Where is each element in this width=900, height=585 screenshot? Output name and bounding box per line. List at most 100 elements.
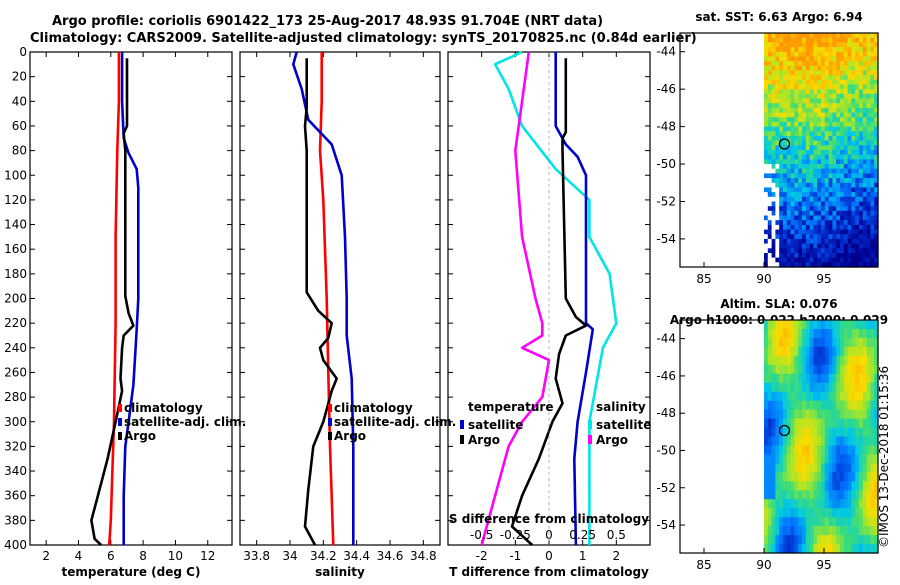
map-cell xyxy=(790,37,795,43)
map-cell xyxy=(775,481,780,491)
map-cell xyxy=(817,364,822,375)
map-cell xyxy=(771,229,776,235)
map-cell xyxy=(790,481,795,491)
map-cell xyxy=(859,337,864,348)
map-cell xyxy=(783,37,788,43)
map-cell xyxy=(847,131,852,137)
map-cell xyxy=(798,262,803,268)
map-cell xyxy=(862,400,868,411)
map-cell xyxy=(767,131,773,137)
map-cell xyxy=(764,103,769,109)
map-cell xyxy=(874,499,879,509)
map-cell xyxy=(767,79,773,86)
map-cell xyxy=(779,253,784,259)
map-cell xyxy=(866,257,871,263)
map-cell xyxy=(798,164,803,170)
map-cell xyxy=(855,481,860,491)
map-cell xyxy=(866,253,871,259)
map-cell xyxy=(821,140,826,146)
map-cell xyxy=(794,51,799,57)
map-cell xyxy=(809,409,814,420)
map-cell xyxy=(855,436,860,447)
legend-label: satellite-adj. clim. xyxy=(124,415,246,429)
map-cell xyxy=(851,382,856,393)
map-cell xyxy=(817,136,822,142)
map-cell xyxy=(802,364,807,375)
map-cell xyxy=(786,238,792,245)
map-cell xyxy=(855,150,860,156)
map-cell xyxy=(870,391,875,402)
map-cell xyxy=(870,253,875,259)
map-cell xyxy=(817,248,822,254)
map-cell xyxy=(779,89,784,95)
map-cell xyxy=(866,210,871,217)
map-cell xyxy=(874,93,879,100)
map-cell xyxy=(764,346,769,357)
map-cell xyxy=(824,182,830,189)
map-cell xyxy=(775,337,780,348)
map-cell xyxy=(771,103,776,109)
map-cell xyxy=(767,481,773,491)
map-cell xyxy=(843,243,849,249)
map-cell xyxy=(874,382,879,393)
map-cell xyxy=(809,355,814,366)
map-cell xyxy=(847,418,852,429)
map-cell xyxy=(843,418,849,429)
map-cell xyxy=(824,544,830,554)
map-cell xyxy=(771,445,776,456)
map-cell xyxy=(809,337,814,348)
map-cell xyxy=(794,42,799,48)
map-cell xyxy=(813,499,818,509)
map-cell xyxy=(855,126,860,132)
map-cell xyxy=(828,61,833,67)
map-cell xyxy=(862,84,868,90)
map-cell xyxy=(809,47,814,53)
map-y-tick-label: -54 xyxy=(656,232,676,246)
map-cell xyxy=(836,454,841,464)
map-cell xyxy=(771,337,776,348)
map-cell xyxy=(809,463,814,473)
map-cell xyxy=(802,248,807,254)
map-cell xyxy=(836,220,841,226)
map-cell xyxy=(862,61,868,67)
map-cell xyxy=(775,145,780,151)
map-frame xyxy=(679,32,879,268)
map-cell xyxy=(862,117,868,123)
map-cell xyxy=(805,481,811,491)
map-cell xyxy=(828,42,833,48)
map-cell xyxy=(866,346,871,357)
map-cell xyxy=(783,248,788,254)
map-cell xyxy=(786,445,792,456)
map-cell xyxy=(790,145,795,151)
map-cell xyxy=(859,93,864,100)
map-cell xyxy=(843,187,849,193)
map-cell xyxy=(855,178,860,184)
map-cell xyxy=(775,391,780,402)
map-cell xyxy=(794,346,799,357)
map-cell xyxy=(805,79,811,86)
map-cell xyxy=(859,140,864,146)
map-cell xyxy=(790,257,795,263)
map-cell xyxy=(794,173,799,179)
map-cell xyxy=(794,159,799,165)
map-cell xyxy=(779,544,784,554)
map-cell xyxy=(843,107,849,114)
map-cell xyxy=(840,70,845,76)
map-cell xyxy=(794,121,799,128)
map-cell xyxy=(794,472,799,482)
map-cell xyxy=(866,98,871,104)
map-cell xyxy=(828,427,833,438)
map-cell xyxy=(790,364,795,375)
map-cell xyxy=(775,75,780,81)
map-cell xyxy=(805,178,811,184)
map-cell xyxy=(832,262,837,268)
map-cell xyxy=(866,79,871,86)
map-cell xyxy=(802,229,807,235)
map-cell xyxy=(790,253,795,259)
map-cell xyxy=(851,42,856,48)
map-cell xyxy=(767,121,773,128)
map-cell xyxy=(790,248,795,254)
map-cell xyxy=(862,131,868,137)
map-cell xyxy=(767,159,773,165)
map-cell xyxy=(870,201,875,207)
